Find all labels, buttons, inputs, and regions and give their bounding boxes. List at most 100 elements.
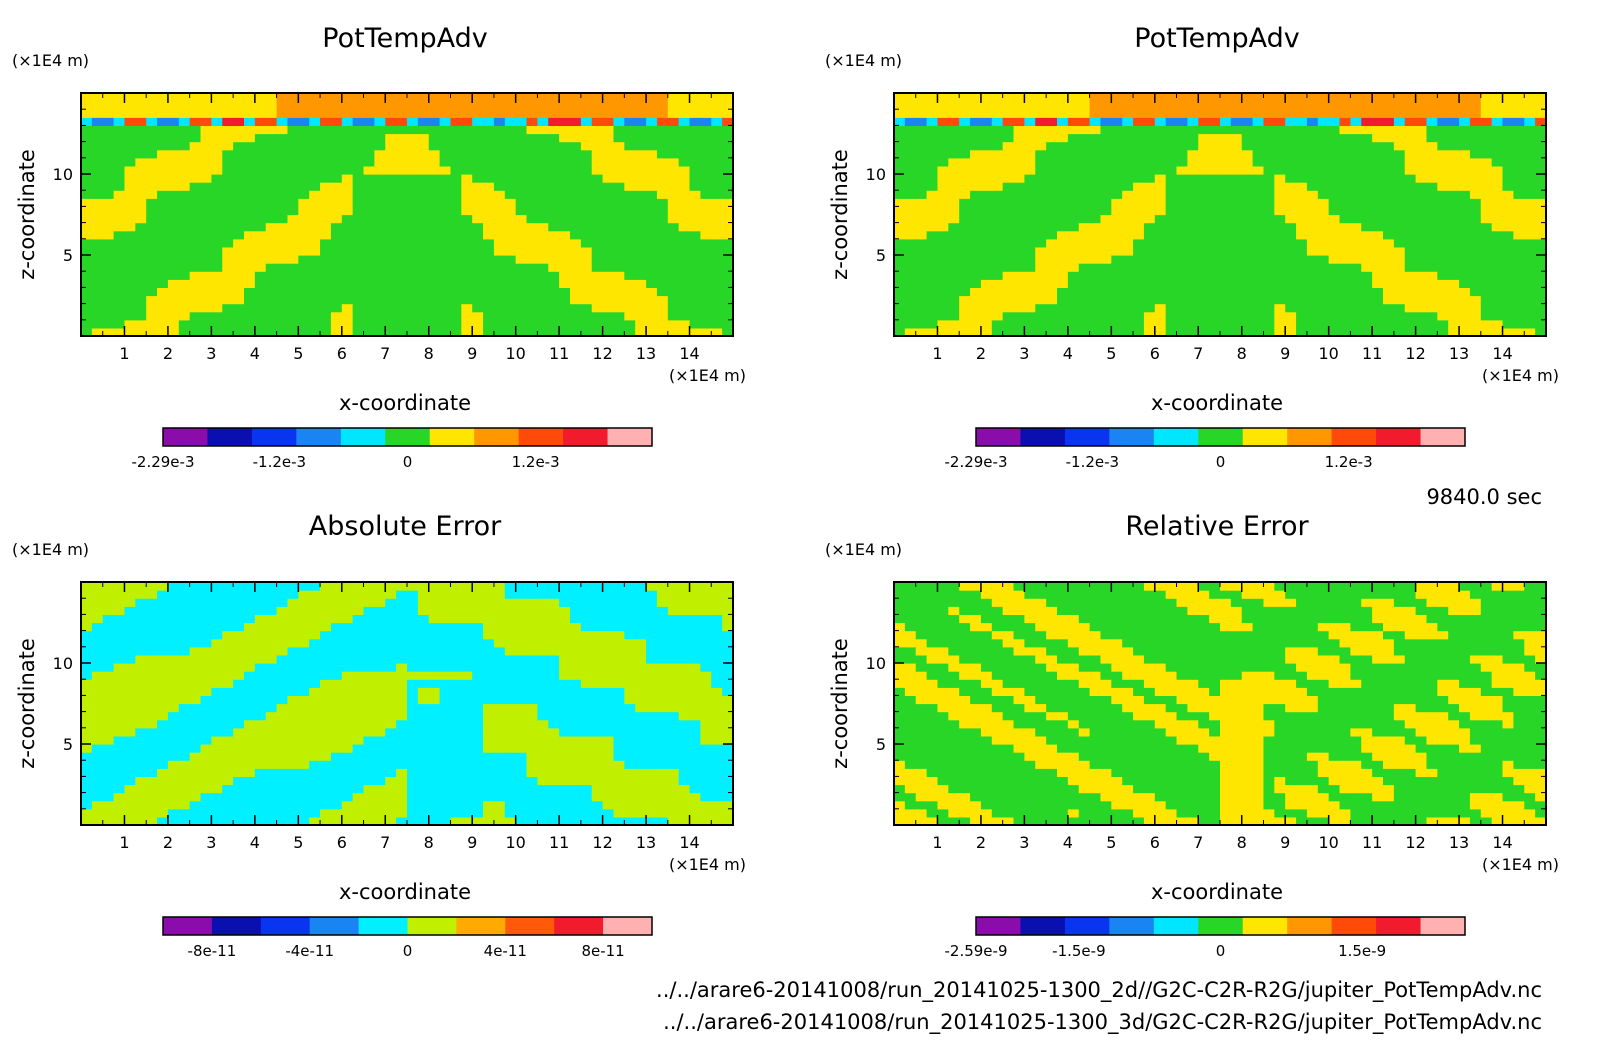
heatmap-cell: [1469, 101, 1482, 110]
heatmap-cell: [407, 238, 419, 248]
heatmap-cell: [81, 703, 93, 713]
heatmap-cell: [417, 295, 430, 305]
heatmap-cell: [1024, 214, 1036, 224]
heatmap-cell: [244, 117, 256, 126]
heatmap-cell: [341, 654, 354, 664]
heatmap-cell: [1209, 157, 1221, 167]
heatmap-cell: [81, 752, 93, 761]
heatmap-cell: [1491, 246, 1504, 256]
heatmap-cell: [1317, 206, 1330, 216]
colorbar-tick-label: 0: [1216, 453, 1226, 471]
heatmap-cell: [102, 190, 115, 199]
heatmap-cell: [298, 327, 310, 337]
heatmap-cell: [211, 327, 223, 337]
heatmap-cell: [722, 133, 734, 143]
heatmap-cell: [1491, 149, 1504, 159]
heatmap-cell: [309, 174, 321, 183]
heatmap-cell: [222, 174, 234, 183]
heatmap-cell: [167, 687, 180, 696]
heatmap-cell: [1339, 246, 1351, 256]
heatmap-cell: [244, 214, 256, 224]
heatmap-cell: [233, 263, 245, 272]
heatmap-cell: [374, 182, 386, 191]
heatmap-cell: [276, 654, 289, 664]
heatmap-cell: [1220, 206, 1232, 216]
heatmap-cell: [656, 165, 669, 175]
heatmap-cell: [200, 271, 212, 280]
heatmap-cell: [113, 279, 126, 288]
heatmap-cell: [222, 711, 234, 721]
heatmap-cell: [1469, 287, 1482, 297]
heatmap-cell: [265, 727, 278, 737]
heatmap-cell: [1067, 327, 1080, 337]
heatmap-cell: [428, 808, 441, 818]
heatmap-cell: [276, 638, 289, 648]
heatmap-cell: [309, 638, 321, 648]
heatmap-cell: [646, 246, 658, 256]
heatmap-cell: [287, 206, 299, 216]
heatmap-cell: [417, 279, 430, 288]
heatmap-cell: [624, 190, 636, 199]
heatmap-cell: [461, 206, 473, 216]
heatmap-cell: [1067, 157, 1080, 167]
heatmap-cell: [970, 206, 982, 216]
heatmap-cell: [580, 165, 593, 175]
heatmap-cell: [91, 760, 104, 769]
heatmap-cell: [937, 214, 949, 224]
heatmap-cell: [352, 263, 365, 272]
heatmap-cell: [146, 263, 158, 272]
heatmap-cell: [1154, 157, 1167, 167]
heatmap-cell: [385, 703, 397, 713]
heatmap-cell: [439, 198, 452, 207]
heatmap-cell: [1361, 327, 1373, 337]
heatmap-cell: [1415, 133, 1428, 143]
heatmap-cell: [146, 190, 158, 199]
heatmap-cell: [1404, 255, 1417, 264]
heatmap-cell: [341, 303, 354, 313]
heatmap-cell: [1165, 263, 1178, 272]
heatmap-cell: [287, 768, 299, 777]
heatmap-cell: [894, 157, 906, 167]
heatmap-cell: [1274, 190, 1286, 199]
heatmap-cell: [428, 149, 441, 159]
heatmap-cell: [570, 125, 582, 135]
heatmap-cell: [1448, 133, 1460, 143]
heatmap-cell: [309, 727, 321, 737]
heatmap-cell: [363, 311, 375, 321]
heatmap-cell: [157, 190, 169, 199]
heatmap-cell: [1459, 198, 1471, 207]
heatmap-cell: [1317, 295, 1330, 305]
heatmap-cell: [1057, 263, 1069, 272]
heatmap-cell: [178, 598, 191, 607]
heatmap-cell: [222, 295, 234, 305]
heatmap-cell: [1035, 165, 1047, 175]
heatmap-cell: [1230, 174, 1243, 183]
heatmap-cell: [417, 663, 430, 672]
heatmap-cell: [320, 679, 332, 688]
heatmap-cell: [1035, 190, 1047, 199]
heatmap-cell: [396, 279, 408, 288]
heatmap-cell: [1230, 101, 1243, 110]
colorbar-swatch: [607, 428, 653, 446]
heatmap-cell: [959, 206, 971, 216]
heatmap-cell: [102, 214, 115, 224]
heatmap-cell: [1089, 165, 1102, 175]
heatmap-cell: [472, 638, 484, 648]
heatmap-cell: [385, 246, 397, 256]
heatmap-cell: [548, 271, 560, 280]
heatmap-cell: [439, 101, 452, 110]
heatmap-cell: [1459, 295, 1471, 305]
heatmap-cell: [385, 101, 397, 110]
heatmap-cell: [1328, 255, 1341, 264]
heatmap-cell: [548, 141, 560, 151]
heatmap-cell: [244, 638, 256, 648]
heatmap-cell: [439, 133, 452, 143]
heatmap-cell: [1350, 279, 1362, 288]
heatmap-cell: [276, 311, 289, 321]
heatmap-cell: [537, 222, 549, 232]
heatmap-cell: [189, 190, 202, 199]
heatmap-cell: [591, 141, 604, 151]
heatmap-cell: [1078, 238, 1091, 248]
heatmap-cell: [894, 327, 906, 337]
heatmap-cell: [970, 279, 982, 288]
